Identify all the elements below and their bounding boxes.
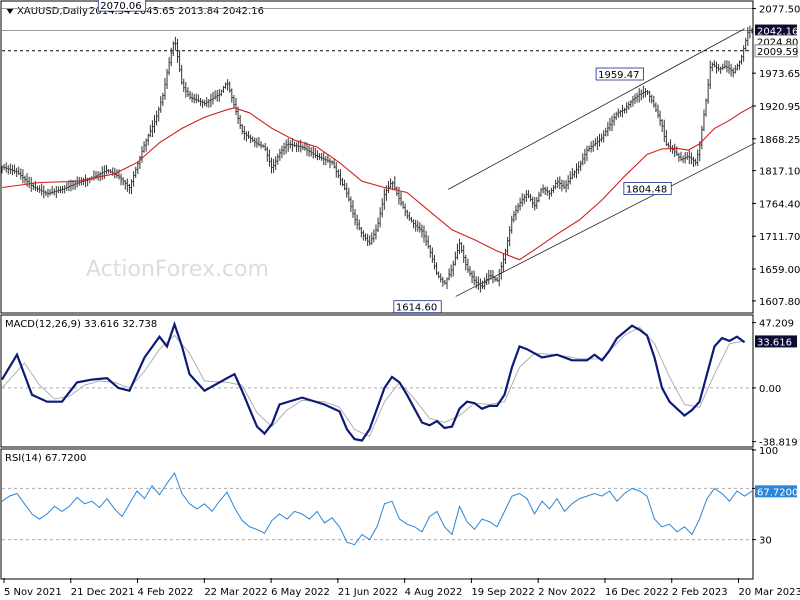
annotation-label: 1959.47 [598, 70, 639, 81]
price-axis-tick-label: 1817.10 [759, 167, 800, 178]
rsi-axis-tick-label: 30 [759, 536, 772, 547]
macd-tag: 33.616 [757, 337, 792, 348]
x-axis-tick-label: 16 Dec 2022 [605, 587, 669, 598]
collapse-triangle-icon [6, 8, 14, 14]
macd-panel-frame [0, 314, 754, 448]
x-axis-tick-label: 2 Feb 2023 [672, 587, 728, 598]
macd-signal-line [1, 326, 745, 437]
x-axis-tick-label: 4 Aug 2022 [405, 587, 463, 598]
macd-axis-tick-label: -38.819 [759, 438, 798, 449]
price-axis-tick-label: 1920.95 [759, 102, 800, 113]
price-axis-tick-label: 1711.70 [759, 232, 800, 243]
rsi-label: RSI(14) 67.7200 [5, 453, 86, 464]
header: XAUUSD,Daily 2014.34 2045.65 2013.84 204… [6, 6, 264, 17]
symbol-label: XAUUSD,Daily [17, 6, 88, 17]
annotation-box [623, 182, 672, 195]
x-axis-tick-label: 19 Sep 2022 [471, 587, 534, 598]
channel-lower-line [455, 142, 756, 297]
x-axis-tick-label: 4 Feb 2022 [138, 587, 194, 598]
price-axis-tick-label: 1607.80 [759, 297, 800, 308]
rsi-axis-tick-label: 100 [759, 446, 778, 457]
annotation-label: 1614.60 [396, 303, 437, 314]
annotation-box [393, 300, 442, 314]
price-axis-tick-label: 1973.65 [759, 69, 800, 80]
x-axis-tick-label: 20 Mar 2023 [739, 587, 800, 598]
macd-tag-bg [755, 335, 797, 348]
price-axis-tick-label: 1659.00 [759, 265, 800, 276]
x-axis-tick-label: 21 Dec 2021 [71, 587, 135, 598]
annotation-label: 2070.06 [100, 1, 141, 12]
price-axis-tick-label: 1764.40 [759, 199, 800, 210]
macd-label: MACD(12,26,9) 33.616 32.738 [5, 319, 157, 330]
macd-line [1, 320, 746, 442]
price-tag: 2024.80 [757, 37, 798, 48]
moving-average-line [1, 106, 753, 261]
price-axis-tick-label: 2077.50 [759, 5, 800, 16]
x-axis-tick-label: 21 Jun 2022 [338, 587, 398, 598]
macd-axis-tick-label: 0.00 [759, 384, 781, 395]
price-axis-tick-label: 1868.25 [759, 135, 800, 146]
x-axis-tick-label: 5 Nov 2021 [4, 587, 62, 598]
macd-axis-tick-label: 47.209 [759, 319, 794, 330]
rsi-tag: 67.7200 [757, 487, 798, 498]
price-panel-frame [0, 0, 754, 314]
rsi-tag-bg [755, 485, 797, 498]
rsi-line [1, 471, 753, 546]
channel-upper-line [448, 28, 745, 190]
annotation-box [595, 67, 644, 81]
x-axis-tick-label: 6 May 2022 [271, 587, 330, 598]
price-tag-bg [754, 44, 798, 58]
watermark: ActionForex.com [86, 257, 269, 282]
x-axis-tick-label: 2 Nov 2022 [538, 587, 596, 598]
annotation-box [97, 0, 147, 12]
x-axis-tick-label: 22 Mar 2022 [204, 587, 267, 598]
annotation-label: 1804.48 [626, 184, 667, 195]
rsi-panel-frame [0, 448, 754, 580]
ohlc-header: 2014.34 2045.65 2013.84 2042.16 [89, 6, 264, 17]
price-tag: 2009.59 [757, 47, 798, 58]
price-tag: 2042.16 [757, 27, 798, 38]
price-tag-bg [755, 24, 797, 37]
